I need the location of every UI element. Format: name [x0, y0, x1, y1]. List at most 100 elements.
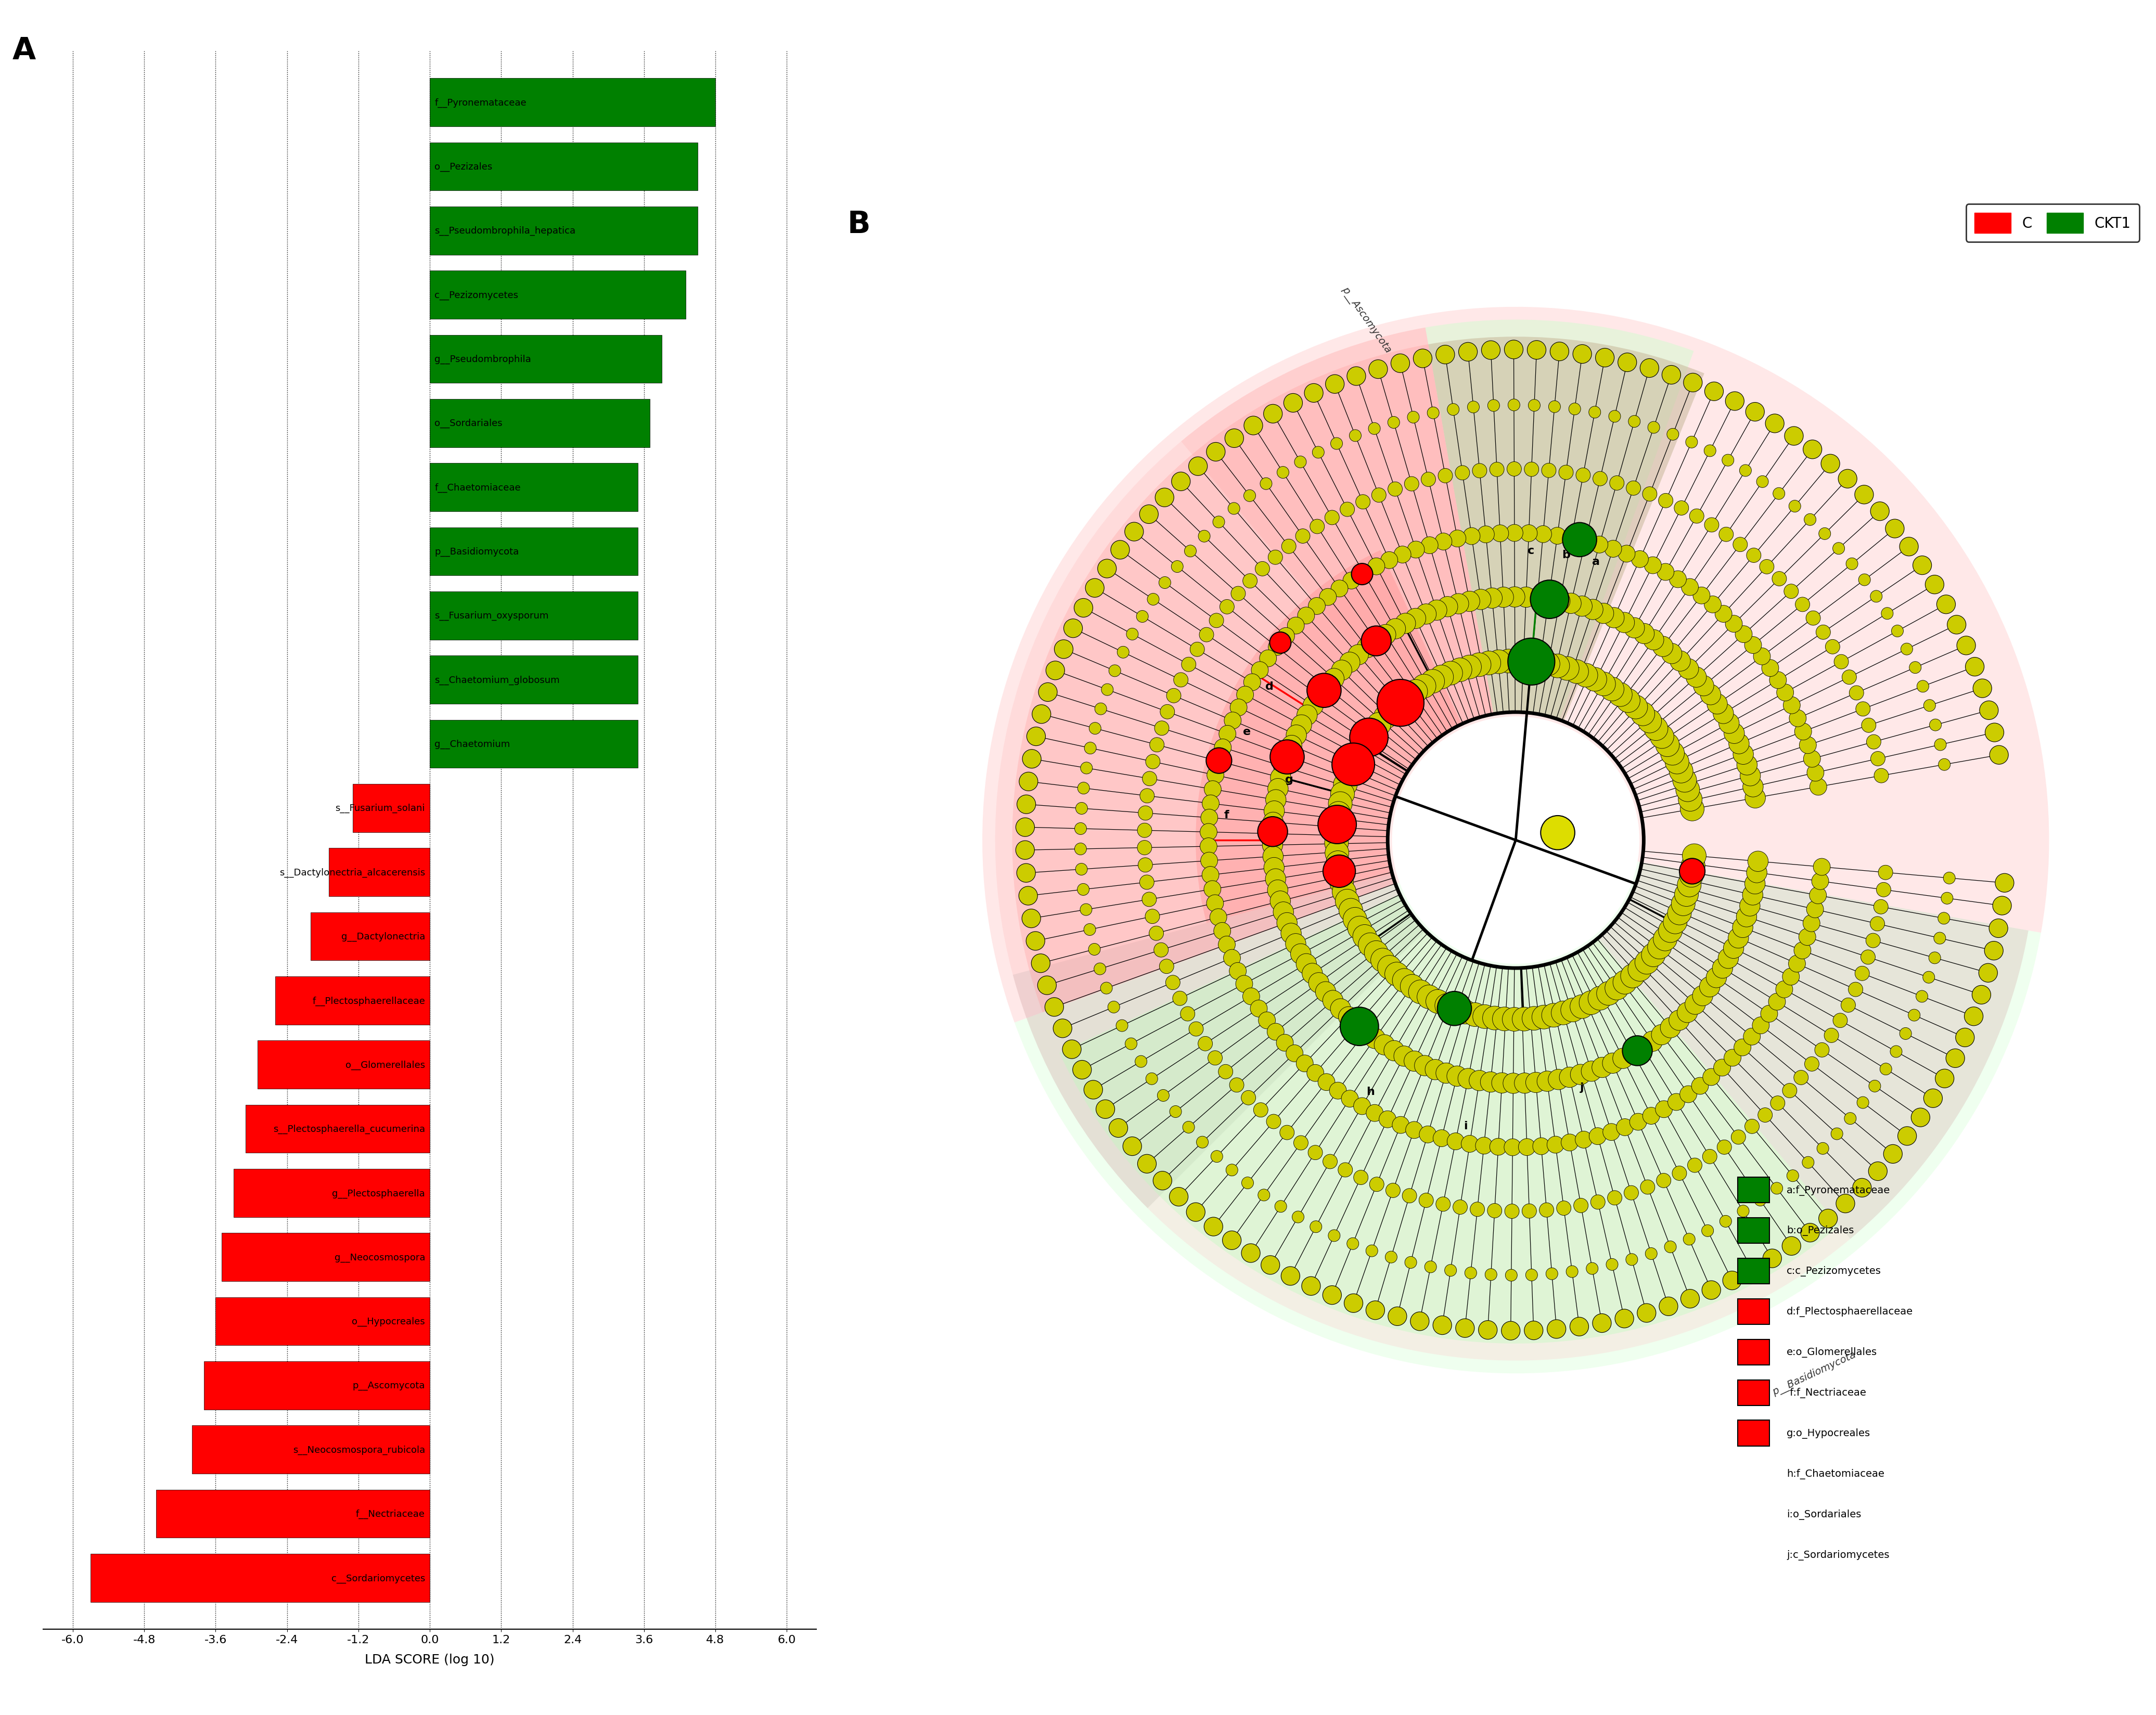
Circle shape: [1807, 900, 1824, 918]
Circle shape: [1173, 672, 1188, 688]
Circle shape: [1326, 376, 1343, 394]
Circle shape: [1505, 1269, 1518, 1281]
Circle shape: [1445, 998, 1468, 1020]
Circle shape: [1384, 1252, 1397, 1264]
Circle shape: [1270, 768, 1291, 789]
Bar: [429, 79, 716, 127]
Circle shape: [1326, 811, 1350, 835]
Text: g__Neocosmospora: g__Neocosmospora: [334, 1252, 425, 1262]
Circle shape: [1322, 991, 1343, 1010]
Wedge shape: [1427, 338, 1705, 722]
Circle shape: [1395, 686, 1419, 710]
Circle shape: [1725, 393, 1744, 412]
Circle shape: [1692, 1077, 1708, 1094]
Circle shape: [1617, 689, 1641, 713]
Circle shape: [1703, 1149, 1716, 1164]
Circle shape: [1138, 858, 1153, 873]
Circle shape: [1330, 1082, 1348, 1099]
Circle shape: [1302, 1276, 1319, 1295]
Circle shape: [1516, 650, 1539, 674]
Circle shape: [1268, 638, 1285, 655]
Circle shape: [1328, 861, 1352, 885]
Circle shape: [1619, 545, 1634, 563]
Circle shape: [1158, 1089, 1169, 1101]
Circle shape: [1740, 465, 1751, 477]
Circle shape: [1576, 1132, 1593, 1149]
Circle shape: [1623, 1185, 1639, 1200]
Circle shape: [1671, 892, 1695, 916]
Circle shape: [1830, 1128, 1843, 1140]
Circle shape: [1084, 924, 1095, 936]
Circle shape: [1718, 948, 1738, 969]
Circle shape: [1561, 593, 1580, 614]
Circle shape: [1408, 981, 1432, 1003]
Circle shape: [1093, 964, 1106, 976]
Circle shape: [1736, 907, 1757, 928]
Circle shape: [1384, 962, 1408, 986]
Circle shape: [1468, 401, 1479, 413]
Circle shape: [1705, 518, 1718, 532]
Circle shape: [1419, 1127, 1436, 1144]
Circle shape: [1708, 695, 1727, 715]
Circle shape: [1869, 1163, 1886, 1180]
Circle shape: [1376, 624, 1395, 645]
Circle shape: [1231, 700, 1246, 717]
Circle shape: [1276, 1034, 1294, 1051]
Circle shape: [1207, 442, 1225, 461]
Circle shape: [1682, 844, 1705, 868]
Circle shape: [1548, 401, 1561, 413]
Circle shape: [1253, 1103, 1268, 1118]
Circle shape: [1414, 350, 1432, 369]
Text: o__Pezizales: o__Pezizales: [436, 163, 492, 172]
Circle shape: [1481, 1072, 1501, 1092]
Circle shape: [1078, 782, 1089, 794]
Circle shape: [1917, 991, 1927, 1003]
Bar: [1738, 1381, 1770, 1406]
Circle shape: [1201, 839, 1218, 856]
Circle shape: [1477, 652, 1501, 676]
Circle shape: [1833, 542, 1846, 554]
Circle shape: [1623, 1043, 1643, 1063]
Circle shape: [1307, 1065, 1324, 1082]
Circle shape: [1783, 1237, 1800, 1255]
Circle shape: [1242, 988, 1259, 1005]
Circle shape: [1416, 984, 1440, 1008]
Circle shape: [1593, 1314, 1611, 1333]
Circle shape: [1645, 557, 1662, 575]
Circle shape: [1947, 1050, 1964, 1068]
Circle shape: [1138, 823, 1151, 839]
Circle shape: [1634, 950, 1658, 974]
Circle shape: [1416, 604, 1436, 624]
Text: p__Ascomycota: p__Ascomycota: [351, 1381, 425, 1391]
Circle shape: [1156, 489, 1173, 508]
Circle shape: [1464, 1003, 1488, 1027]
Circle shape: [1550, 343, 1570, 362]
Circle shape: [1339, 652, 1360, 672]
Circle shape: [1647, 422, 1660, 434]
Circle shape: [1235, 976, 1253, 993]
Circle shape: [1626, 482, 1641, 496]
Circle shape: [1770, 672, 1787, 689]
Circle shape: [1671, 652, 1690, 672]
Circle shape: [1667, 902, 1692, 924]
Circle shape: [1703, 446, 1716, 456]
Circle shape: [1076, 803, 1087, 815]
Circle shape: [1261, 823, 1283, 844]
Circle shape: [1095, 703, 1106, 715]
Circle shape: [1815, 1043, 1828, 1058]
Circle shape: [1242, 1176, 1253, 1188]
Circle shape: [1660, 1017, 1682, 1038]
Circle shape: [1365, 942, 1388, 966]
Circle shape: [1350, 737, 1373, 761]
Circle shape: [1419, 1194, 1434, 1207]
Circle shape: [1339, 899, 1363, 923]
Circle shape: [1438, 468, 1453, 484]
Bar: [429, 271, 686, 319]
Circle shape: [1350, 719, 1388, 756]
Circle shape: [1033, 705, 1050, 724]
Circle shape: [1738, 755, 1757, 775]
Circle shape: [1188, 1022, 1203, 1036]
Circle shape: [1018, 796, 1035, 815]
Circle shape: [1434, 1315, 1451, 1334]
Wedge shape: [1181, 328, 1494, 743]
